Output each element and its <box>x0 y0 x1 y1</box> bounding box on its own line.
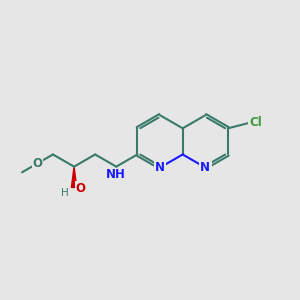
Text: N: N <box>155 161 165 174</box>
Text: NH: NH <box>106 169 126 182</box>
Polygon shape <box>71 167 77 188</box>
Text: O: O <box>32 157 43 170</box>
Text: N: N <box>200 161 210 174</box>
Text: H: H <box>61 188 68 198</box>
Text: Cl: Cl <box>249 116 262 130</box>
Text: O: O <box>76 182 85 194</box>
